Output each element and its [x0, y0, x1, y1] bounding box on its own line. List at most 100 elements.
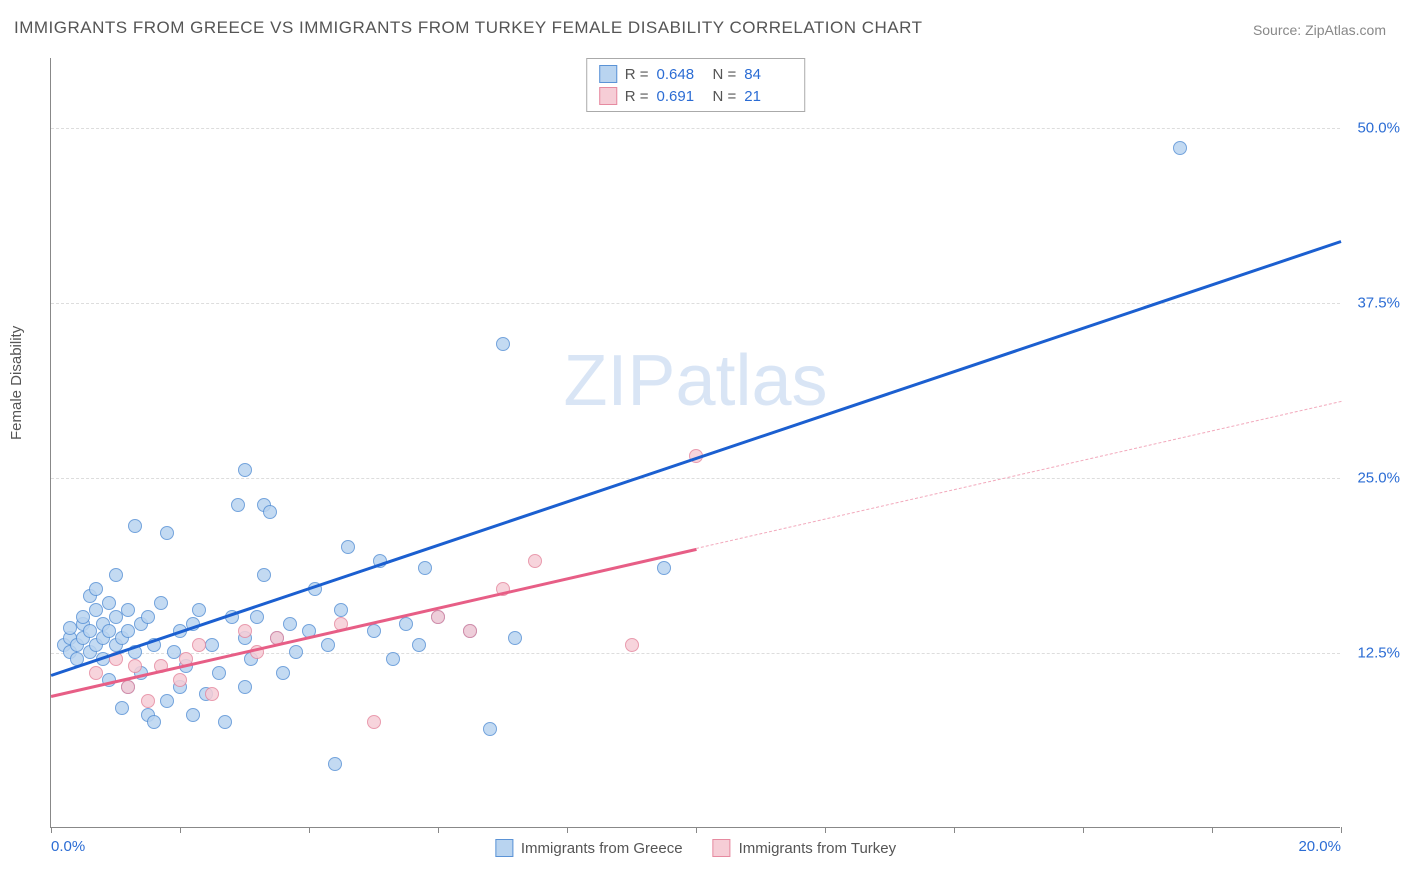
- scatter-point: [367, 624, 381, 638]
- legend-item-greece: Immigrants from Greece: [495, 839, 683, 857]
- n-value-turkey: 21: [744, 88, 792, 105]
- scatter-point: [167, 645, 181, 659]
- r-label: R =: [625, 88, 649, 105]
- scatter-point: [257, 568, 271, 582]
- scatter-point: [1173, 141, 1187, 155]
- x-tick-mark: [954, 827, 955, 833]
- scatter-point: [463, 624, 477, 638]
- x-tick-mark: [567, 827, 568, 833]
- scatter-point: [205, 638, 219, 652]
- scatter-point: [89, 666, 103, 680]
- x-tick-mark: [1341, 827, 1342, 833]
- n-label: N =: [713, 88, 737, 105]
- x-tick-mark: [825, 827, 826, 833]
- watermark: ZIPatlas: [563, 340, 827, 422]
- scatter-point: [115, 701, 129, 715]
- scatter-point: [102, 624, 116, 638]
- scatter-point: [160, 526, 174, 540]
- scatter-point: [121, 680, 135, 694]
- watermark-zip: ZIP: [563, 341, 675, 421]
- scatter-point: [625, 638, 639, 652]
- legend-swatch-turkey-icon: [713, 839, 731, 857]
- scatter-point: [154, 596, 168, 610]
- scatter-point: [412, 638, 426, 652]
- gridline-horizontal: [51, 478, 1340, 479]
- x-tick-mark: [438, 827, 439, 833]
- x-tick-mark: [1212, 827, 1213, 833]
- scatter-point: [496, 337, 510, 351]
- y-tick-label: 50.0%: [1345, 120, 1400, 137]
- scatter-point: [121, 603, 135, 617]
- scatter-point: [83, 624, 97, 638]
- scatter-point: [128, 659, 142, 673]
- scatter-point: [238, 624, 252, 638]
- scatter-point: [192, 603, 206, 617]
- legend-swatch-turkey: [599, 87, 617, 105]
- scatter-point: [483, 722, 497, 736]
- x-tick-mark: [309, 827, 310, 833]
- chart-title: IMMIGRANTS FROM GREECE VS IMMIGRANTS FRO…: [14, 18, 922, 38]
- x-tick-label: 0.0%: [51, 838, 85, 855]
- scatter-point: [173, 673, 187, 687]
- x-tick-label: 20.0%: [1298, 838, 1341, 855]
- scatter-point: [89, 582, 103, 596]
- scatter-point: [367, 715, 381, 729]
- scatter-point: [109, 568, 123, 582]
- r-value-turkey: 0.691: [657, 88, 705, 105]
- legend-stats-row-turkey: R = 0.691 N = 21: [599, 85, 793, 107]
- scatter-point: [418, 561, 432, 575]
- r-value-greece: 0.648: [657, 66, 705, 83]
- scatter-point: [238, 680, 252, 694]
- scatter-point: [128, 519, 142, 533]
- trend-line: [51, 240, 1342, 676]
- n-value-greece: 84: [744, 66, 792, 83]
- legend-stats-row-greece: R = 0.648 N = 84: [599, 63, 793, 85]
- scatter-point: [334, 603, 348, 617]
- legend-series: Immigrants from Greece Immigrants from T…: [495, 839, 896, 857]
- legend-label-turkey: Immigrants from Turkey: [739, 840, 897, 857]
- scatter-point: [141, 610, 155, 624]
- legend-stats: R = 0.648 N = 84 R = 0.691 N = 21: [586, 58, 806, 112]
- y-tick-label: 37.5%: [1345, 295, 1400, 312]
- scatter-point: [399, 617, 413, 631]
- scatter-point: [147, 715, 161, 729]
- scatter-point: [238, 463, 252, 477]
- x-tick-mark: [1083, 827, 1084, 833]
- scatter-point: [263, 505, 277, 519]
- scatter-point: [431, 610, 445, 624]
- scatter-point: [212, 666, 226, 680]
- scatter-point: [283, 617, 297, 631]
- n-label: N =: [713, 66, 737, 83]
- scatter-point: [63, 621, 77, 635]
- scatter-point: [186, 708, 200, 722]
- scatter-point: [205, 687, 219, 701]
- scatter-point: [386, 652, 400, 666]
- scatter-point: [160, 694, 174, 708]
- chart-container: IMMIGRANTS FROM GREECE VS IMMIGRANTS FRO…: [0, 0, 1406, 892]
- plot-area: ZIPatlas R = 0.648 N = 84 R = 0.691 N = …: [50, 58, 1340, 828]
- gridline-horizontal: [51, 303, 1340, 304]
- scatter-point: [89, 603, 103, 617]
- scatter-point: [231, 498, 245, 512]
- scatter-point: [657, 561, 671, 575]
- y-axis-label: Female Disability: [8, 326, 25, 440]
- legend-swatch-greece: [599, 65, 617, 83]
- scatter-point: [341, 540, 355, 554]
- scatter-point: [508, 631, 522, 645]
- y-tick-label: 25.0%: [1345, 470, 1400, 487]
- r-label: R =: [625, 66, 649, 83]
- scatter-point: [192, 638, 206, 652]
- scatter-point: [102, 596, 116, 610]
- gridline-horizontal: [51, 128, 1340, 129]
- scatter-point: [289, 645, 303, 659]
- x-tick-mark: [51, 827, 52, 833]
- scatter-point: [109, 610, 123, 624]
- scatter-point: [218, 715, 232, 729]
- y-tick-label: 12.5%: [1345, 645, 1400, 662]
- scatter-point: [141, 694, 155, 708]
- scatter-point: [76, 610, 90, 624]
- scatter-point: [321, 638, 335, 652]
- legend-swatch-greece-icon: [495, 839, 513, 857]
- legend-label-greece: Immigrants from Greece: [521, 840, 683, 857]
- x-tick-mark: [696, 827, 697, 833]
